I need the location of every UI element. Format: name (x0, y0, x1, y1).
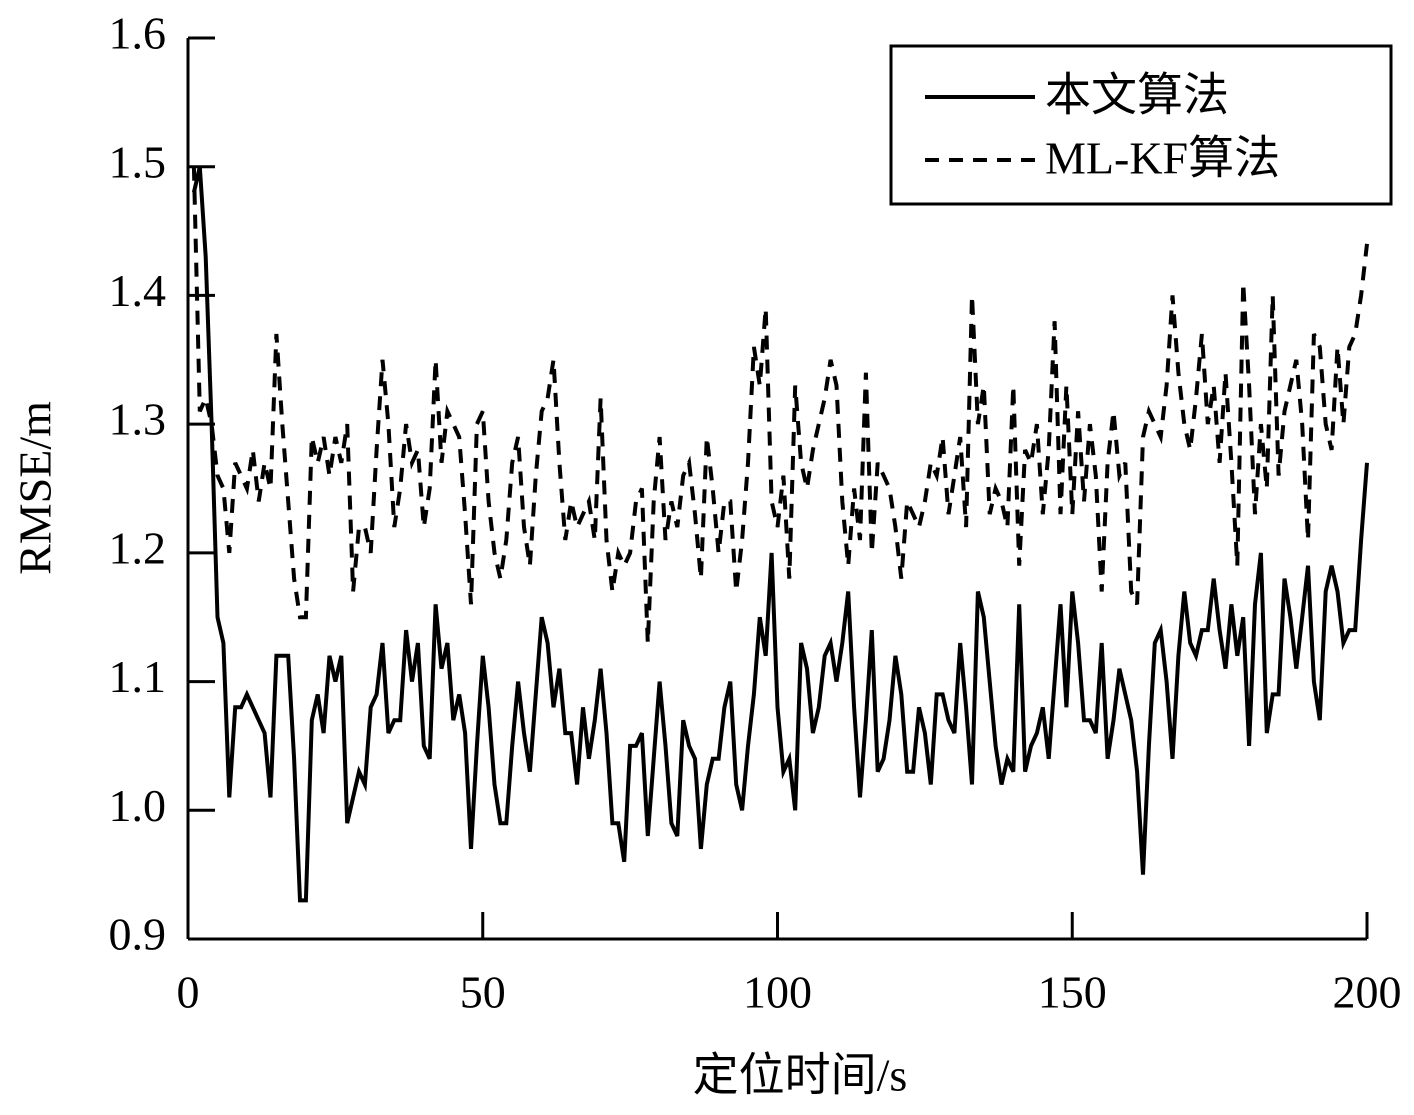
legend-label: 本文算法 (1045, 70, 1229, 121)
x-tick-label: 150 (1038, 967, 1107, 1018)
x-tick-label: 50 (460, 967, 506, 1018)
y-axis-label: RMSE/m (10, 401, 61, 575)
y-tick-label: 1.1 (109, 651, 167, 702)
y-tick-label: 1.5 (109, 136, 167, 187)
y-tick-label: 1.4 (109, 265, 167, 316)
y-tick-label: 1.6 (109, 8, 167, 59)
y-tick-label: 1.0 (109, 780, 167, 831)
x-tick-label: 100 (743, 967, 812, 1018)
x-tick-label: 0 (177, 967, 200, 1018)
legend-box (889, 44, 1393, 206)
legend-label: ML-KF算法 (1045, 133, 1280, 184)
series-line (191, 166, 1369, 903)
x-axis-label: 定位时间/s (693, 1050, 908, 1101)
series-line (191, 166, 1369, 644)
y-tick-label: 0.9 (109, 909, 167, 960)
y-tick-label: 1.2 (109, 522, 167, 573)
x-tick-label: 200 (1333, 967, 1402, 1018)
y-tick-label: 1.3 (109, 394, 167, 445)
